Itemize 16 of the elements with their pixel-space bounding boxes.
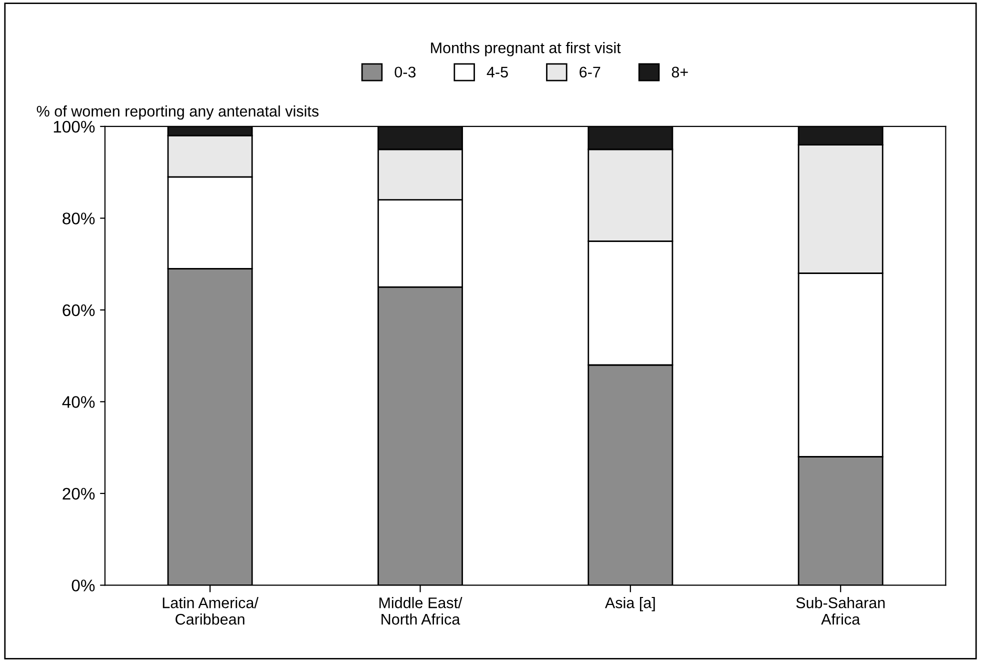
y-tick-label: 60% [62, 304, 95, 316]
legend-title: Months pregnant at first visit [431, 42, 621, 56]
y-tick-label: 20% [62, 488, 95, 500]
y-tick-label: 40% [62, 396, 95, 408]
x-tick-label: Middle East/ North Africa [379, 597, 462, 625]
y-tick-label: 80% [62, 212, 95, 224]
y-tick-label: 0% [72, 580, 95, 592]
legend-label: 4-5 [486, 66, 508, 78]
x-tick-label: Latin America/ Caribbean [162, 597, 258, 625]
legend-label: 0-3 [394, 66, 416, 78]
x-tick-label: Asia [a] [604, 597, 655, 612]
y-axis-title: % of women reporting any antenatal visits [36, 105, 319, 120]
x-tick-label: Sub-Saharan Africa [796, 597, 885, 625]
y-tick-label: 100% [54, 120, 95, 133]
legend-label: 6-7 [580, 66, 600, 78]
legend-label: 8+ [672, 66, 688, 78]
